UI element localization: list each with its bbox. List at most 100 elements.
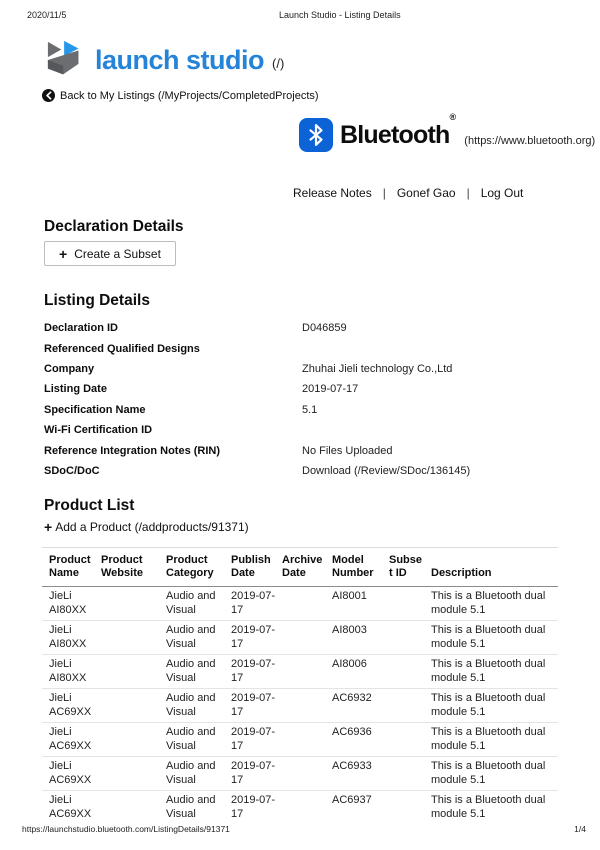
col-product-website: Product Website bbox=[101, 554, 143, 579]
print-date: 2020/11/5 bbox=[27, 10, 67, 20]
cell-product-category: Audio and Visual bbox=[166, 760, 216, 786]
cell-product-website bbox=[101, 590, 166, 617]
cell-product-name: JieLi AC69XX bbox=[49, 760, 92, 786]
print-footer-url: https://launchstudio.bluetooth.com/Listi… bbox=[22, 824, 230, 834]
listing-field-row: Listing Date 2019-07-17 bbox=[44, 379, 556, 399]
cell-model-number: AI8001 bbox=[332, 590, 367, 602]
cell-description: This is a Bluetooth dual module 5.1 bbox=[431, 658, 546, 684]
table-row: JieLi AC69XX Audio and Visual 2019-07-17… bbox=[42, 722, 558, 756]
nav-log-out[interactable]: Log Out bbox=[480, 186, 524, 200]
nav-user-name[interactable]: Gonef Gao bbox=[396, 186, 456, 200]
cell-publish-date: 2019-07-17 bbox=[231, 658, 276, 684]
field-label: Reference Integration Notes (RIN) bbox=[44, 444, 221, 457]
cell-publish-date: 2019-07-17 bbox=[231, 760, 276, 786]
add-product-label: Add a Product (/addproducts/91371) bbox=[55, 520, 249, 534]
cell-model-number: AC6937 bbox=[332, 794, 372, 806]
cell-archive-date bbox=[282, 658, 332, 685]
field-label: Listing Date bbox=[44, 383, 107, 396]
col-product-category: Product Category bbox=[166, 554, 214, 579]
cell-description: This is a Bluetooth dual module 5.1 bbox=[431, 590, 546, 616]
launch-studio-icon bbox=[47, 40, 79, 75]
cell-subset-id bbox=[389, 794, 431, 821]
create-subset-label: Create a Subset bbox=[74, 246, 161, 261]
cell-product-website bbox=[101, 726, 166, 753]
cell-product-category: Audio and Visual bbox=[166, 624, 216, 650]
col-archive-date: Archive Date bbox=[282, 554, 323, 579]
field-value: Zhuhai Jieli technology Co.,Ltd bbox=[302, 362, 453, 375]
logo-home-link[interactable]: (/) bbox=[272, 55, 285, 71]
cell-publish-date: 2019-07-17 bbox=[231, 590, 276, 616]
cell-product-name: JieLi AI80XX bbox=[49, 624, 87, 650]
bluetooth-wordmark: Bluetooth® bbox=[340, 111, 456, 149]
field-value: Download (/Review/SDoc/136145) bbox=[302, 464, 471, 477]
plus-icon: + bbox=[59, 245, 68, 262]
bluetooth-org-link[interactable]: (https://www.bluetooth.org) bbox=[464, 135, 596, 147]
listing-field-row: Wi-Fi Certification ID bbox=[44, 420, 556, 440]
table-row: JieLi AC69XX Audio and Visual 2019-07-17… bbox=[42, 756, 558, 790]
add-product-link[interactable]: + Add a Product (/addproducts/91371) bbox=[44, 520, 249, 534]
product-table-body: JieLi AI80XX Audio and Visual 2019-07-17… bbox=[42, 587, 558, 824]
field-value: No Files Uploaded bbox=[302, 444, 393, 457]
cell-archive-date bbox=[282, 726, 332, 753]
listing-field-row: Specification Name 5.1 bbox=[44, 400, 556, 420]
field-value: D046859 bbox=[302, 322, 347, 335]
listing-field-row: Company Zhuhai Jieli technology Co.,Ltd bbox=[44, 359, 556, 379]
field-label: SDoC/DoC bbox=[44, 464, 100, 477]
cell-publish-date: 2019-07-17 bbox=[231, 794, 276, 820]
cell-product-category: Audio and Visual bbox=[166, 726, 216, 752]
cell-model-number: AI8003 bbox=[332, 624, 367, 636]
cell-subset-id bbox=[389, 624, 431, 651]
listing-details-fields: Declaration ID D046859 Referenced Qualif… bbox=[44, 318, 556, 481]
cell-description: This is a Bluetooth dual module 5.1 bbox=[431, 624, 546, 650]
logo-text: launch studio bbox=[95, 44, 265, 75]
cell-model-number: AC6933 bbox=[332, 760, 372, 772]
table-row: JieLi AC69XX Audio and Visual 2019-07-17… bbox=[42, 790, 558, 824]
field-label: Referenced Qualified Designs bbox=[44, 342, 200, 355]
nav-separator: | bbox=[466, 186, 470, 200]
product-table-header: Product Name Product Website Product Cat… bbox=[42, 547, 558, 587]
listing-field-row: Reference Integration Notes (RIN) No Fil… bbox=[44, 440, 556, 460]
cell-model-number: AC6932 bbox=[332, 692, 372, 704]
bluetooth-icon bbox=[299, 118, 333, 152]
cell-model-number: AC6936 bbox=[332, 726, 372, 738]
create-subset-button[interactable]: + Create a Subset bbox=[44, 241, 176, 266]
cell-product-name: JieLi AI80XX bbox=[49, 590, 87, 616]
back-arrow-icon bbox=[42, 89, 55, 102]
cell-subset-id bbox=[389, 760, 431, 787]
cell-archive-date bbox=[282, 760, 332, 787]
col-publish-date: Publish Date bbox=[231, 554, 271, 579]
print-page-title: Launch Studio - Listing Details bbox=[279, 10, 401, 20]
nav-separator: | bbox=[382, 186, 386, 200]
listing-field-row: Referenced Qualified Designs bbox=[44, 338, 556, 358]
field-label: Company bbox=[44, 362, 95, 375]
cell-product-category: Audio and Visual bbox=[166, 658, 216, 684]
cell-product-website bbox=[101, 794, 166, 821]
launch-studio-logo[interactable]: launch studio (/) bbox=[46, 39, 284, 81]
cell-publish-date: 2019-07-17 bbox=[231, 624, 276, 650]
product-list-title: Product List bbox=[44, 497, 135, 514]
cell-archive-date bbox=[282, 692, 332, 719]
cell-subset-id bbox=[389, 692, 431, 719]
cell-product-website bbox=[101, 692, 166, 719]
nav-release-notes[interactable]: Release Notes bbox=[293, 186, 372, 200]
col-model-number: Model Number bbox=[332, 554, 374, 579]
cell-product-category: Audio and Visual bbox=[166, 590, 216, 616]
back-to-listings-link[interactable]: Back to My Listings (/MyProjects/Complet… bbox=[42, 89, 319, 102]
listing-field-row: SDoC/DoC Download (/Review/SDoc/136145) bbox=[44, 461, 556, 481]
col-description: Description bbox=[431, 567, 492, 579]
field-label: Wi-Fi Certification ID bbox=[44, 424, 153, 437]
listing-field-row: Declaration ID D046859 bbox=[44, 318, 556, 338]
cell-archive-date bbox=[282, 624, 332, 651]
product-table: Product Name Product Website Product Cat… bbox=[42, 547, 558, 824]
cell-product-name: JieLi AI80XX bbox=[49, 658, 87, 684]
table-row: JieLi AI80XX Audio and Visual 2019-07-17… bbox=[42, 587, 558, 620]
table-row: JieLi AI80XX Audio and Visual 2019-07-17… bbox=[42, 620, 558, 654]
col-subset-id: Subset ID bbox=[389, 554, 423, 579]
cell-publish-date: 2019-07-17 bbox=[231, 726, 276, 752]
table-row: JieLi AI80XX Audio and Visual 2019-07-17… bbox=[42, 654, 558, 688]
cell-description: This is a Bluetooth dual module 5.1 bbox=[431, 760, 546, 786]
col-product-name: Product Name bbox=[49, 554, 91, 579]
cell-product-name: JieLi AC69XX bbox=[49, 794, 92, 820]
cell-product-website bbox=[101, 658, 166, 685]
cell-publish-date: 2019-07-17 bbox=[231, 692, 276, 718]
